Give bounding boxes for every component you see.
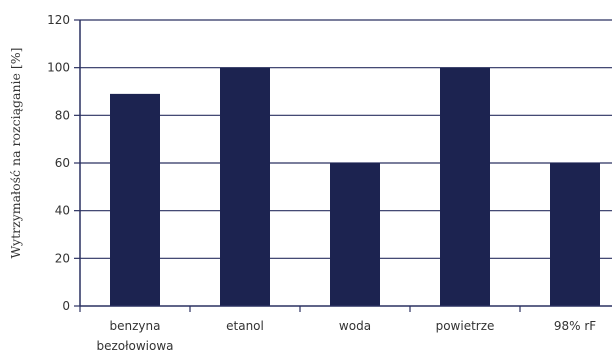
x-tick-label: benzyna xyxy=(110,319,161,333)
bar xyxy=(330,163,380,306)
bar xyxy=(220,67,270,307)
y-tick-label: 60 xyxy=(55,156,70,170)
bar xyxy=(110,93,160,306)
y-tick-label: 40 xyxy=(55,204,70,218)
x-tick-label: etanol xyxy=(226,319,264,333)
y-tick-label: 100 xyxy=(47,61,70,75)
y-tick-label: 20 xyxy=(55,251,70,265)
bar xyxy=(440,67,490,307)
y-axis-title: Wytrzymałość na rozciąganie [%] xyxy=(8,47,23,258)
bars xyxy=(110,67,600,307)
bar xyxy=(550,163,600,306)
y-tick-label: 80 xyxy=(55,108,70,122)
x-tick-label: bezołowiowa xyxy=(96,339,173,353)
x-tick-labels: benzyna bezołowiowa etanol woda powietrze 98%… xyxy=(96,319,596,353)
y-tick-label: 0 xyxy=(62,299,70,313)
x-tick-label: 98% rF xyxy=(554,319,596,333)
x-tick-label: powietrze xyxy=(436,319,495,333)
y-tick-label: 120 xyxy=(47,13,70,27)
x-tick-label: woda xyxy=(339,319,371,333)
axes xyxy=(74,19,612,312)
y-tick-labels: 0 20 40 60 80 100 120 xyxy=(47,13,70,313)
